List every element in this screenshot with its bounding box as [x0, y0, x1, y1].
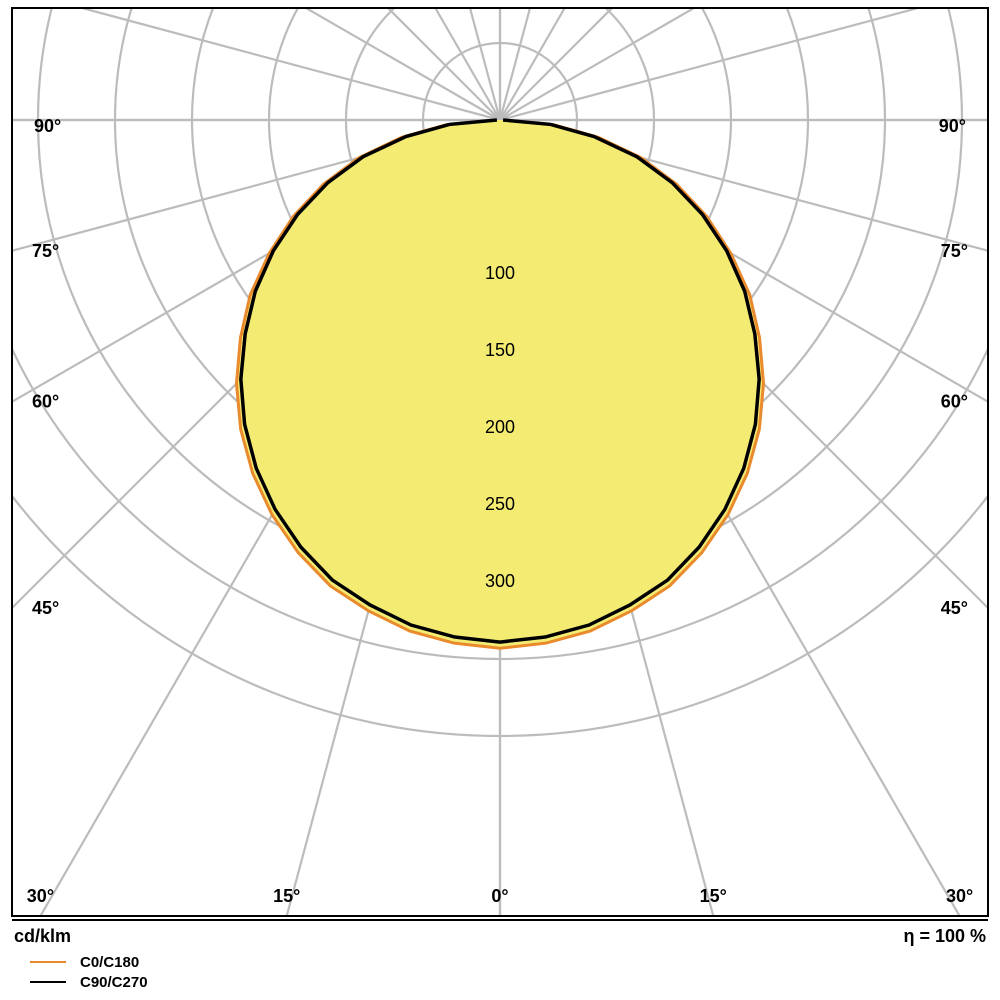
- radial-tick-label: 300: [485, 571, 515, 591]
- angle-label: 75°: [941, 241, 968, 261]
- angle-label: 90°: [939, 116, 966, 136]
- angle-label: 15°: [273, 886, 300, 906]
- radial-tick-label: 100: [485, 263, 515, 283]
- radial-tick-label: 250: [485, 494, 515, 514]
- angle-label: 60°: [32, 392, 59, 412]
- unit-label: cd/klm: [14, 926, 71, 946]
- angle-label: 75°: [32, 241, 59, 261]
- angle-label: 60°: [941, 392, 968, 412]
- angle-label: 30°: [27, 886, 54, 906]
- eta-label: η = 100 %: [903, 926, 986, 946]
- angle-label: 15°: [700, 886, 727, 906]
- angle-label: 30°: [946, 886, 973, 906]
- curves: [236, 120, 763, 648]
- legend-label: C90/C270: [80, 974, 148, 991]
- polar-photometric-chart: 100 150 200 250 300 90° 90° 75° 75° 60° 60° 45° 45° 3…: [0, 0, 1000, 1000]
- radial-tick-label: 200: [485, 417, 515, 437]
- angle-label: 90°: [34, 116, 61, 136]
- legend-label: C0/C180: [80, 954, 139, 971]
- angle-label: 0°: [491, 886, 508, 906]
- angle-label: 45°: [941, 598, 968, 618]
- angle-label: 45°: [32, 598, 59, 618]
- radial-tick-label: 150: [485, 340, 515, 360]
